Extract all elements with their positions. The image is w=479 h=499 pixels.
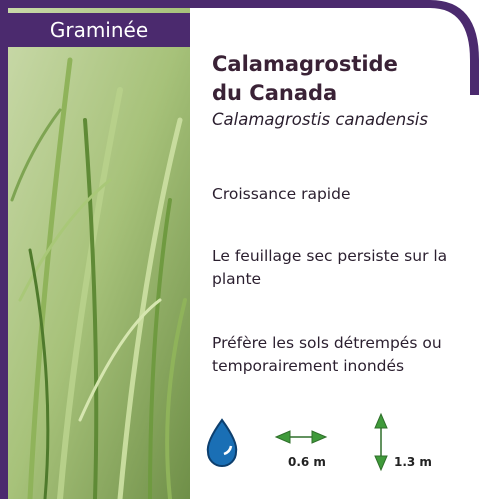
common-name: Calamagrostide du Canada <box>212 50 479 108</box>
water-drop-icon <box>208 420 236 466</box>
common-name-line: Calamagrostide <box>212 50 479 79</box>
width-arrow <box>276 431 326 443</box>
width-label: 0.6 m <box>288 455 326 469</box>
scientific-name: Calamagrostis canadensis <box>212 110 479 129</box>
height-arrow <box>375 414 387 470</box>
trait: Le feuillage sec persiste sur la plante <box>212 245 479 291</box>
common-name-line: du Canada <box>212 79 479 108</box>
trait: Croissance rapide <box>212 183 479 206</box>
trait: Préfère les sols détrempés ou temporaire… <box>212 332 479 378</box>
category-label: Graminée <box>8 13 190 47</box>
height-label: 1.3 m <box>394 455 432 469</box>
plant-card: Graminée Calamagrostide du Canada Calama… <box>0 0 479 499</box>
